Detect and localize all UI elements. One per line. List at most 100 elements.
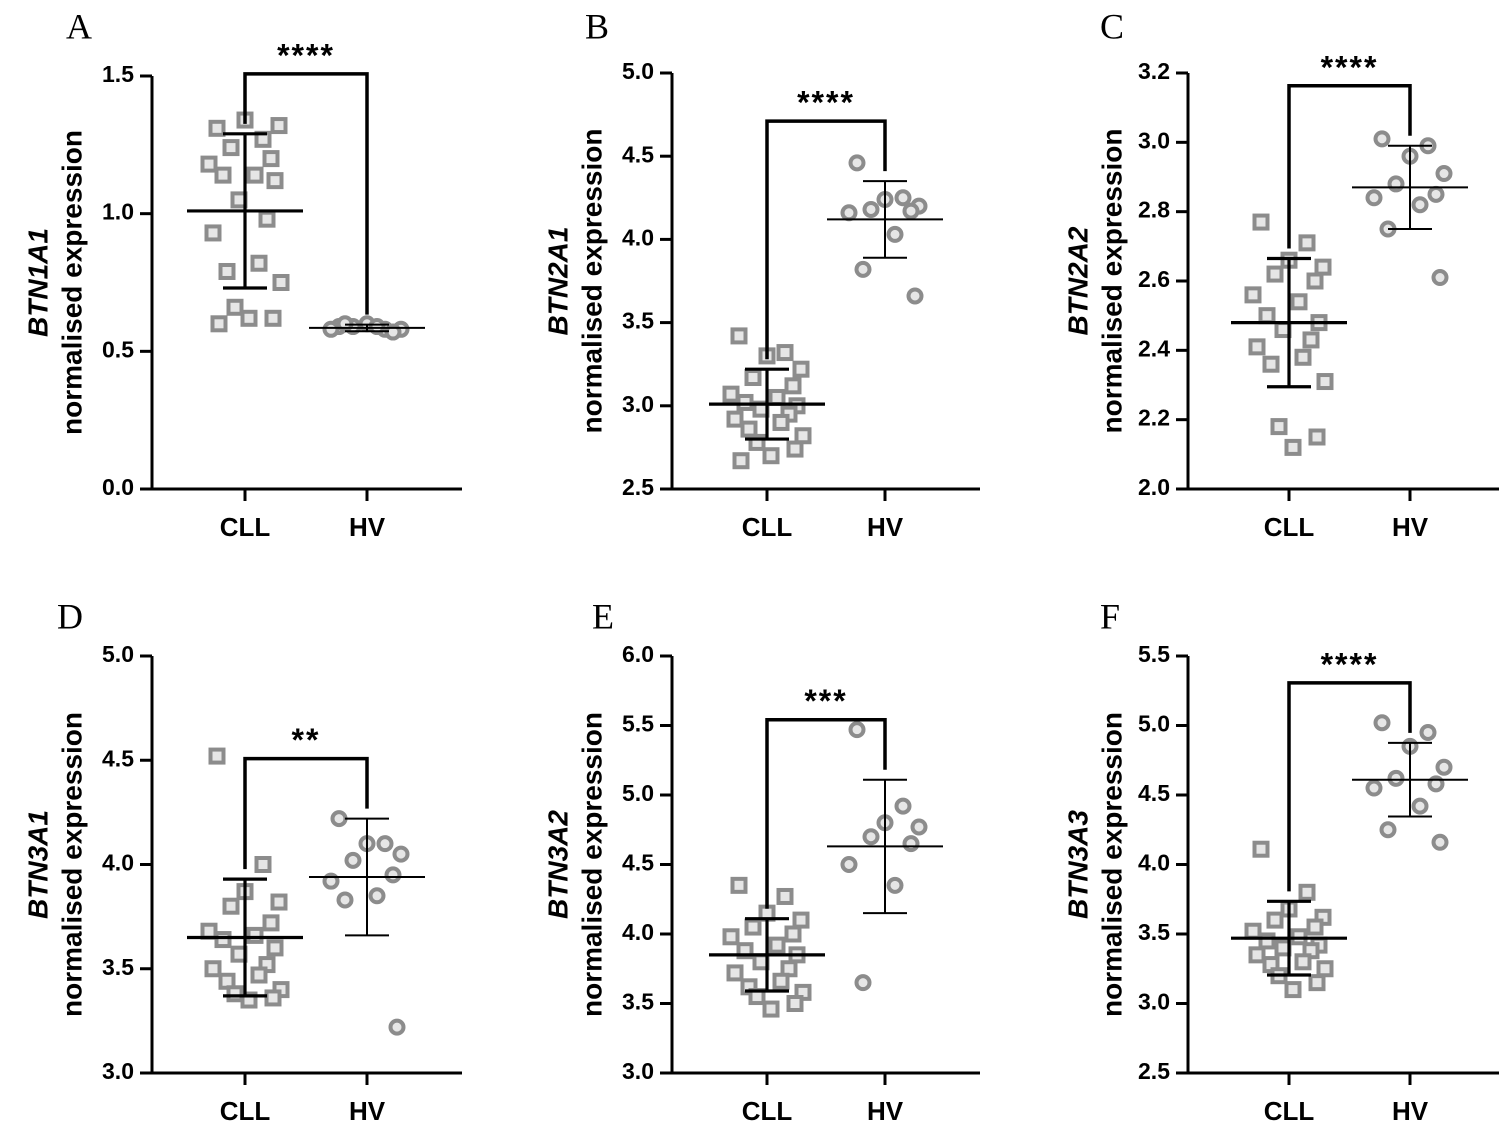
panel-f: F BTN3A3 normalised expression 2.5 3.0 3.5 4.0… [1062, 596, 1499, 1126]
data-point-cll [784, 925, 802, 943]
data-point-cll [794, 427, 812, 445]
data-point-hv [1387, 175, 1405, 193]
data-point-hv [322, 320, 340, 338]
data-point-cll [1294, 953, 1312, 971]
significance-bracket [243, 72, 369, 315]
data-point-cll [262, 150, 280, 168]
panel-letter: F [1100, 596, 1120, 636]
y-tick-label: 4.0 [1138, 850, 1170, 876]
y-axis-gene-label: BTN3A1 [22, 810, 53, 919]
data-point-hv [1365, 779, 1383, 797]
y-tick-label: 5.0 [1138, 711, 1170, 737]
y-tick-label: 4.5 [1138, 780, 1170, 806]
y-axis-label: normalised expression [576, 128, 607, 433]
y-tick-label: 4.0 [622, 919, 654, 945]
data-point-cll [792, 911, 810, 929]
y-axis-label: normalised expression [1096, 128, 1127, 433]
data-point-cll [1258, 307, 1276, 325]
data-point-cll [1308, 428, 1326, 446]
y-tick-label: 3.5 [622, 308, 654, 334]
y-tick-label: 4.5 [622, 850, 654, 876]
x-tick-label: HV [1392, 512, 1429, 542]
data-point-cll [218, 262, 236, 280]
panel-a: A BTN1A1 normalised expression 0.0 0.5 1.0 1.5… [22, 6, 462, 542]
x-tick-label: CLL [1264, 512, 1315, 542]
data-point-cll [740, 420, 758, 438]
data-point-hv [1379, 821, 1397, 839]
data-point-cll [1252, 840, 1270, 858]
y-tick-label: 6.0 [622, 641, 654, 667]
data-point-cll [1306, 272, 1324, 290]
data-point-hv [1427, 185, 1445, 203]
data-point-cll [726, 964, 744, 982]
significance-bracket [1287, 681, 1412, 892]
data-point-hv [368, 887, 386, 905]
y-tick-label: 0.5 [102, 336, 134, 362]
data-point-hv [1411, 797, 1429, 815]
data-point-cll [208, 747, 226, 765]
data-point-cll [214, 166, 232, 184]
data-point-cll [736, 393, 754, 411]
data-point-cll [1244, 922, 1262, 940]
panel-letter: C [1100, 6, 1124, 46]
data-point-cll [1316, 373, 1334, 391]
x-tick-label: HV [1392, 1096, 1429, 1126]
data-point-hv [886, 876, 904, 894]
data-point-cll [1284, 438, 1302, 456]
data-point-hv [1435, 165, 1453, 183]
data-point-hv [1373, 714, 1391, 732]
data-point-hv [376, 835, 394, 853]
data-point-hv [388, 1018, 406, 1036]
y-axis-gene-label: BTN2A2 [1062, 226, 1093, 335]
x-tick-label: CLL [220, 1096, 271, 1126]
panel-letter: A [66, 6, 92, 46]
y-tick-label: 5.5 [1138, 641, 1170, 667]
data-point-hv [902, 835, 920, 853]
data-point-cll [254, 856, 272, 873]
y-tick-label: 3.5 [102, 954, 134, 980]
data-point-cll [210, 315, 228, 333]
data-point-cll [744, 918, 762, 936]
data-point-hv [330, 810, 348, 828]
data-point-cll [726, 410, 744, 428]
x-tick-label: CLL [742, 1096, 793, 1126]
significance-bracket [765, 717, 887, 909]
x-tick-label: CLL [1264, 1096, 1315, 1126]
data-point-hv [886, 225, 904, 243]
data-point-cll [1302, 331, 1320, 349]
y-tick-label: 5.0 [622, 58, 654, 84]
data-point-hv [1411, 196, 1429, 214]
data-point-cll [272, 274, 290, 291]
panel-d: D BTN3A1 normalised expression 3.0 3.5 4.0 4.5… [22, 596, 462, 1126]
y-tick-label: 3.0 [102, 1058, 134, 1084]
panel-letter: D [57, 596, 83, 636]
data-point-hv [392, 845, 410, 863]
data-point-cll [270, 893, 288, 911]
data-point-hv [1419, 723, 1437, 741]
data-point-hv [854, 974, 872, 992]
data-point-cll [208, 119, 226, 137]
data-point-hv [902, 202, 920, 220]
x-tick-label: CLL [742, 512, 793, 542]
y-tick-label: 2.0 [1138, 474, 1170, 500]
panel-letter: E [592, 596, 614, 636]
significance-label: ** [292, 722, 321, 758]
data-point-cll [768, 388, 786, 406]
data-point-cll [262, 914, 280, 932]
y-tick-label: 2.5 [1138, 1058, 1170, 1084]
significance-label: **** [797, 85, 855, 121]
y-axis-label: normalised expression [56, 712, 87, 1017]
y-tick-label: 3.5 [1138, 919, 1170, 945]
significance-bracket [765, 119, 887, 360]
data-point-cll [250, 254, 268, 272]
y-axis-gene-label: BTN2A1 [542, 227, 573, 336]
y-tick-label: 5.5 [622, 711, 654, 737]
data-point-cll [1298, 234, 1316, 252]
data-point-hv [894, 797, 912, 815]
y-tick-label: 3.0 [622, 391, 654, 417]
data-point-cll [786, 995, 804, 1012]
data-point-cll [258, 210, 276, 228]
data-point-hv [368, 318, 386, 336]
data-point-cll [730, 876, 748, 894]
y-tick-label: 3.0 [1138, 127, 1170, 153]
